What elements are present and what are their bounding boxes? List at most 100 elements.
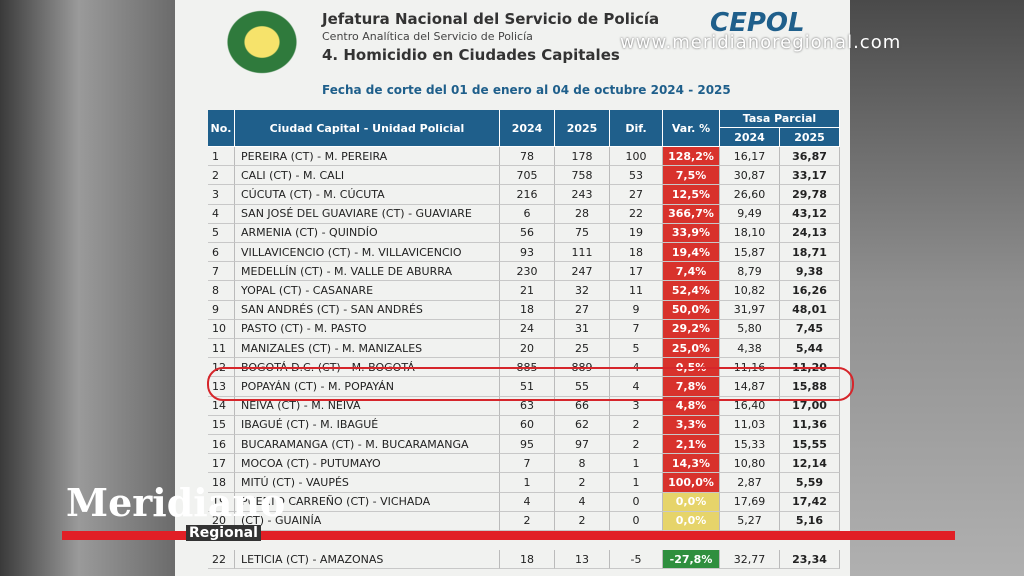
table-cell: 55 (555, 377, 610, 397)
table-cell: 5 (208, 223, 235, 243)
table-cell: 3 (208, 185, 235, 205)
table-cell: 2 (610, 435, 663, 455)
table-cell: 20 (500, 339, 555, 359)
table-cell: 15,33 (720, 435, 780, 455)
table-cell: 2,1% (663, 435, 720, 455)
table-cell: 178 (555, 147, 610, 167)
table-cell: 9 (610, 300, 663, 320)
table-cell: 56 (500, 223, 555, 243)
table-cell: 48,01 (780, 300, 840, 320)
table-cell: 0 (610, 511, 663, 531)
table-cell: 17 (208, 454, 235, 474)
table-cell: 100,0% (663, 473, 720, 493)
table-cell: -27,8% (663, 550, 720, 570)
table-cell: YOPAL (CT) - CASANARE (235, 281, 500, 301)
table-cell: 8 (555, 454, 610, 474)
table-cell: 23,34 (780, 550, 840, 570)
table-cell: 5,59 (780, 473, 840, 493)
table-cell: 5,44 (780, 339, 840, 359)
table-cell: 5 (610, 339, 663, 359)
table-cell: 1 (610, 473, 663, 493)
table-cell: 17,42 (780, 492, 840, 512)
table-cell: 10,80 (720, 454, 780, 474)
table-cell: 216 (500, 185, 555, 205)
police-logo (222, 6, 302, 78)
column-header: Var. % (663, 110, 720, 147)
table-cell: 10 (208, 319, 235, 339)
table-cell: 33,9% (663, 223, 720, 243)
table-cell: 0,0% (663, 492, 720, 512)
logo: CEPOL (710, 8, 805, 38)
table-cell: 18 (208, 473, 235, 493)
table-cell: 12,5% (663, 185, 720, 205)
table-cell: 5,16 (780, 511, 840, 531)
table-cell: 9,49 (720, 204, 780, 224)
table-cell: 2,87 (720, 473, 780, 493)
table-cell: 128,2% (663, 147, 720, 167)
table-cell: 14,87 (720, 377, 780, 397)
table-cell: 4 (500, 492, 555, 512)
table-cell: 50,0% (663, 300, 720, 320)
table-cell: 21 (500, 281, 555, 301)
table-cell: 230 (500, 262, 555, 282)
column-header: 2024 (500, 110, 555, 147)
table-cell: MOCOA (CT) - PUTUMAYO (235, 454, 500, 474)
table-cell: 1 (208, 147, 235, 167)
table-cell: 247 (555, 262, 610, 282)
table-cell: MANIZALES (CT) - M. MANIZALES (235, 339, 500, 359)
table-cell: 66 (555, 396, 610, 416)
table-cell: 17 (610, 262, 663, 282)
table-cell: 7 (610, 319, 663, 339)
subtitle: Centro Analítica del Servicio de Policía (322, 30, 533, 43)
table-cell: 18 (610, 243, 663, 263)
table-cell: 7 (208, 262, 235, 282)
red-bar (62, 531, 955, 540)
table-cell: 19,4% (663, 243, 720, 263)
table-cell: 366,7% (663, 204, 720, 224)
table-cell: 4 (208, 204, 235, 224)
table-cell: 25 (555, 339, 610, 359)
highlight-ellipse (207, 367, 854, 401)
table-cell: 24,13 (780, 223, 840, 243)
table-cell: 15,55 (780, 435, 840, 455)
table-cell: 8 (208, 281, 235, 301)
table-cell: CALI (CT) - M. CALI (235, 166, 500, 186)
table-cell: ARMENIA (CT) - QUINDÍO (235, 223, 500, 243)
table-cell: 11 (610, 281, 663, 301)
column-header: No. (208, 110, 235, 147)
table-cell: 26,60 (720, 185, 780, 205)
column-header: Ciudad Capital - Unidad Policial (235, 110, 500, 147)
table-cell: 22 (610, 204, 663, 224)
table-cell: 62 (555, 415, 610, 435)
table-cell: MEDELLÍN (CT) - M. VALLE DE ABURRA (235, 262, 500, 282)
table-cell: VILLAVICENCIO (CT) - M. VILLAVICENCIO (235, 243, 500, 263)
column-header: Dif. (610, 110, 663, 147)
table-cell: 2 (610, 415, 663, 435)
table-cell: 18,71 (780, 243, 840, 263)
table-cell: 18 (500, 550, 555, 570)
table-cell: 8,79 (720, 262, 780, 282)
table-cell: 11,03 (720, 415, 780, 435)
table-cell: 243 (555, 185, 610, 205)
table-cell: 6 (500, 204, 555, 224)
table-cell: 36,87 (780, 147, 840, 167)
table-cell: 95 (500, 435, 555, 455)
table-cell: 111 (555, 243, 610, 263)
table-cell: 25,0% (663, 339, 720, 359)
table-cell: 15,87 (720, 243, 780, 263)
table-cell: 3 (610, 396, 663, 416)
table-cell: 11,36 (780, 415, 840, 435)
photo-right (850, 0, 1024, 576)
table-cell: 29,2% (663, 319, 720, 339)
table-cell: BUCARAMANGA (CT) - M. BUCARAMANGA (235, 435, 500, 455)
table-cell: 6 (208, 243, 235, 263)
table-cell: 11 (208, 339, 235, 359)
table-cell: 97 (555, 435, 610, 455)
table-cell: 0,0% (663, 511, 720, 531)
table-cell: 31 (555, 319, 610, 339)
table-cell: 51 (500, 377, 555, 397)
table-cell: 0 (610, 492, 663, 512)
table-cell: 2 (500, 511, 555, 531)
table-cell: 7 (500, 454, 555, 474)
table-cell: MITÚ (CT) - VAUPÉS (235, 473, 500, 493)
